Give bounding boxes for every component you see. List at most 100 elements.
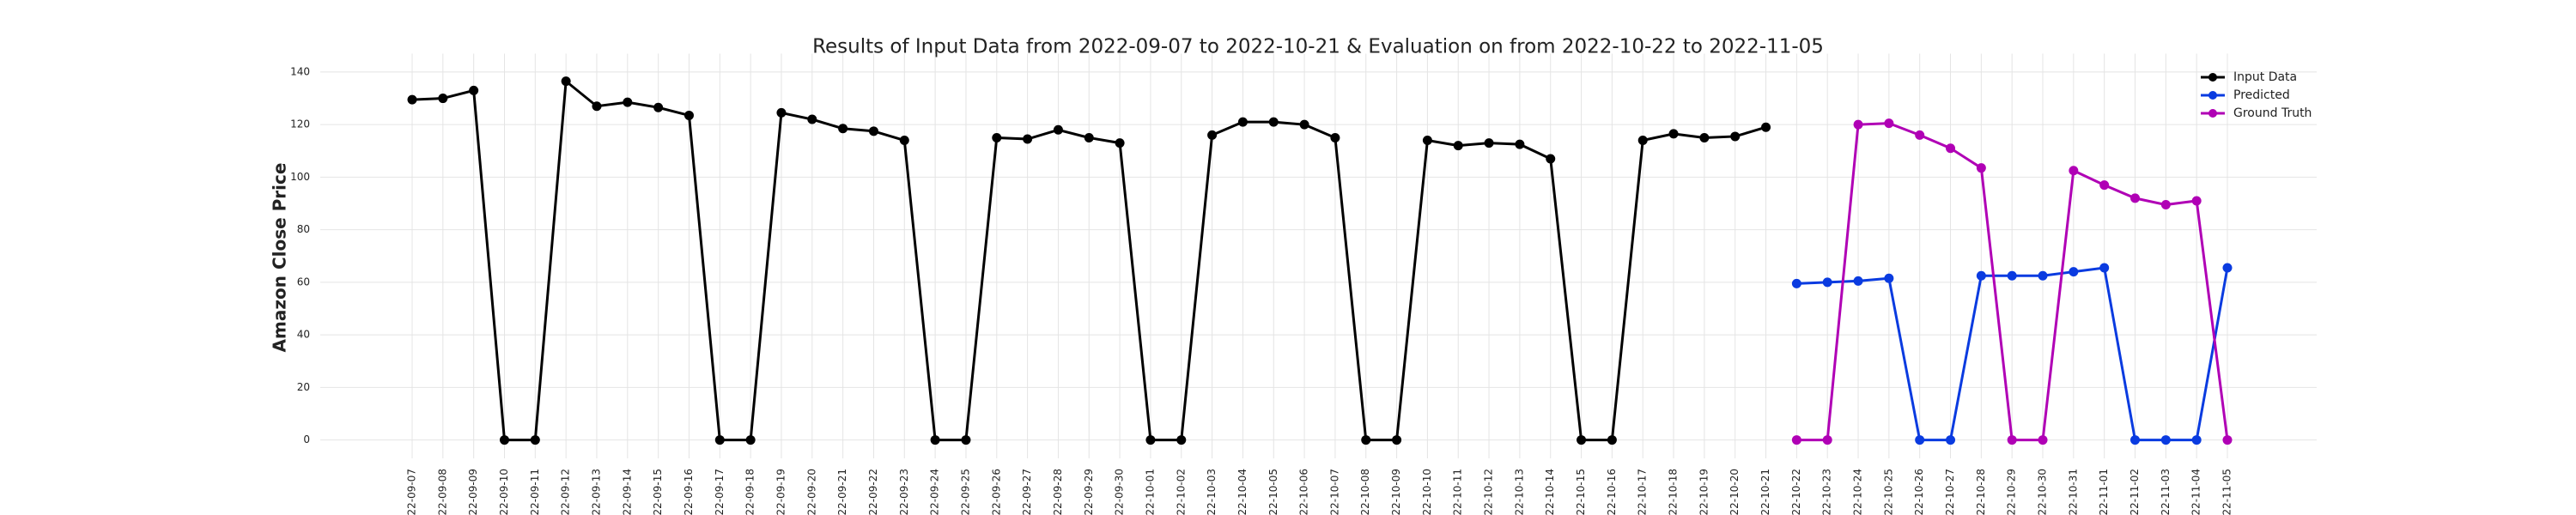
point [1422,136,1432,146]
point [1761,122,1771,132]
point [2222,263,2233,273]
point [1207,130,1218,140]
point [2160,435,2171,445]
y-tick-label: 140 [290,65,310,77]
point [776,107,787,118]
x-tick-label: 2022-09-17 [714,469,726,515]
point [1330,132,1340,142]
point [499,435,509,445]
x-tick-label: 2022-11-04 [2190,469,2202,515]
x-tick-label: 2022-10-11 [1452,469,1464,515]
point [2069,166,2079,176]
x-tick-label: 2022-09-19 [775,469,787,515]
point [1822,435,1832,445]
point [1392,435,1402,445]
x-tick-label: 2022-09-18 [744,469,756,515]
point [1946,143,1956,154]
point [2099,180,2110,191]
x-tick-label: 2022-09-23 [898,469,910,515]
point [1361,435,1371,445]
point [807,114,817,124]
point [961,435,971,445]
point [653,102,664,112]
point [469,85,479,95]
y-tick-label: 20 [297,381,310,393]
x-tick-label: 2022-11-05 [2221,469,2233,515]
point [592,101,602,112]
point [2191,435,2202,445]
point [1915,130,1925,140]
point [992,132,1002,142]
x-tick-label: 2022-10-24 [1852,469,1864,515]
x-tick-label: 2022-09-26 [990,469,1002,515]
x-tick-label: 2022-10-21 [1759,469,1771,515]
x-tick-label: 2022-10-25 [1882,469,1894,515]
x-tick-label: 2022-10-28 [1975,469,1987,515]
point [838,124,848,134]
x-tick-label: 2022-09-22 [867,469,879,515]
legend-label: Input Data [2233,70,2297,84]
x-tick-label: 2022-09-25 [959,469,971,515]
x-tick-label: 2022-09-12 [560,469,572,515]
y-tick-label: 0 [303,433,310,445]
y-tick-label: 40 [297,329,310,341]
point [2038,270,2048,281]
x-tick-label: 2022-10-27 [1944,469,1956,515]
point [2130,435,2141,445]
legend-marker [2208,73,2217,82]
x-tick-label: 2022-11-01 [2098,469,2110,515]
point [1268,117,1279,127]
x-tick-label: 2022-11-03 [2160,469,2172,515]
x-tick-label: 2022-10-26 [1913,469,1925,515]
point [868,126,878,136]
x-tick-label: 2022-10-15 [1575,469,1587,515]
point [930,435,940,445]
point [1299,119,1309,130]
x-tick-label: 2022-09-20 [805,469,817,515]
x-tick-label: 2022-10-02 [1175,469,1187,515]
point [561,76,571,87]
point [1546,154,1556,164]
point [2191,196,2202,206]
point [2160,200,2171,210]
x-tick-label: 2022-10-17 [1637,469,1649,515]
legend-label: Ground Truth [2233,106,2312,120]
y-axis-label: Amazon Close Price [270,163,290,353]
point [2069,267,2079,277]
point [683,110,694,120]
point [1237,117,1248,127]
point [1976,270,1986,281]
x-tick-label: 2022-10-03 [1206,469,1218,515]
x-tick-label: 2022-09-08 [436,469,448,515]
x-tick-label: 2022-10-05 [1267,469,1279,515]
x-tick-label: 2022-09-13 [590,469,602,515]
point [1853,119,1863,130]
x-tick-label: 2022-10-31 [2067,469,2079,515]
point [1915,435,1925,445]
point [1023,134,1033,144]
point [2007,435,2017,445]
point [1115,138,1125,148]
x-tick-label: 2022-10-23 [1821,469,1833,515]
point [899,136,909,146]
point [714,435,725,445]
legend-marker [2208,109,2217,118]
point [1946,435,1956,445]
x-tick-label: 2022-10-14 [1544,469,1556,515]
x-tick-label: 2022-09-15 [652,469,664,515]
x-tick-label: 2022-10-10 [1421,469,1433,515]
x-tick-label: 2022-09-16 [683,469,695,515]
legend-label: Predicted [2233,88,2290,102]
x-tick-label: 2022-10-01 [1144,469,1156,515]
x-tick-label: 2022-09-11 [529,469,541,515]
x-tick-label: 2022-10-06 [1298,469,1310,515]
point [1607,435,1617,445]
x-tick-label: 2022-09-29 [1083,469,1095,515]
x-tick-label: 2022-10-29 [2006,469,2018,515]
point [1176,435,1187,445]
point [1730,131,1741,142]
x-tick-label: 2022-10-20 [1728,469,1741,515]
x-tick-label: 2022-11-02 [2129,469,2141,515]
x-tick-label: 2022-10-16 [1606,469,1618,515]
point [1084,132,1094,142]
